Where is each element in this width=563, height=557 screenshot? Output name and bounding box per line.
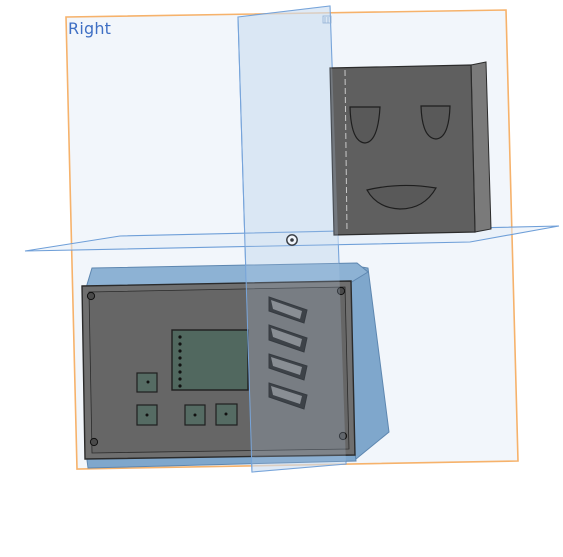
display-screen (171, 329, 249, 391)
push-button-4 (215, 403, 238, 426)
push-buttons (136, 372, 238, 426)
push-button-1 (136, 372, 158, 393)
push-button-3 (184, 404, 206, 426)
display-pins (178, 335, 182, 388)
enclosure-part[interactable] (81, 262, 390, 469)
left-eye-cutout (349, 106, 381, 144)
lid-screws (86, 286, 348, 447)
plane-marker-icon (322, 15, 332, 24)
front-plane-edge-overlay (237, 16, 253, 473)
mouth-cutout (366, 184, 437, 210)
switch-slots (268, 296, 308, 410)
right-eye-cutout (420, 105, 451, 140)
switch-slot-4 (268, 382, 308, 410)
upper-box-hidden-edge (344, 69, 348, 233)
push-button-2 (136, 404, 158, 426)
switch-slot-2 (268, 324, 308, 353)
front-plane-overlay (238, 6, 346, 472)
right-plane-label[interactable]: Right (68, 19, 112, 38)
switch-slot-1 (268, 296, 308, 324)
origin-icon[interactable] (286, 234, 298, 246)
switch-slot-3 (268, 353, 308, 381)
upper-box-part[interactable] (329, 61, 492, 236)
